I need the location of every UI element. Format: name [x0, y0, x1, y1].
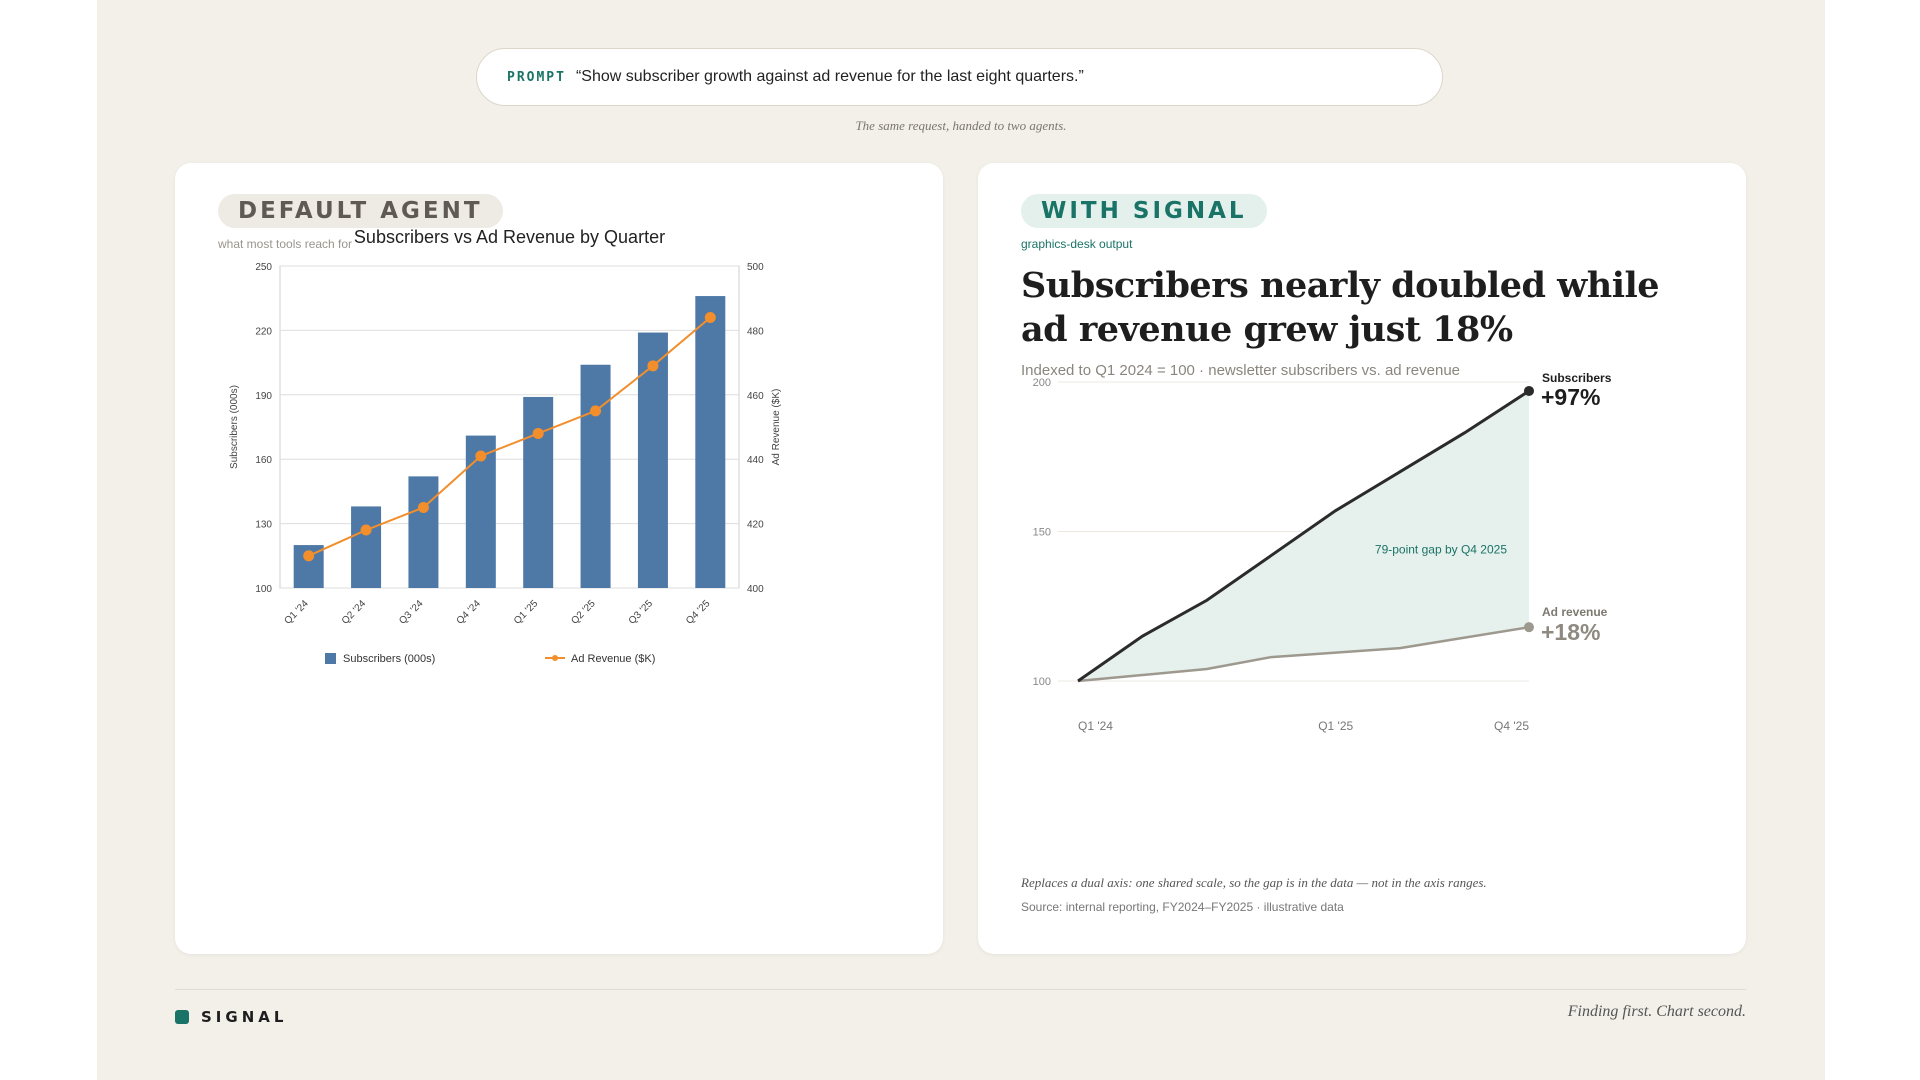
prompt-tag: PROMPT — [507, 69, 566, 85]
subscribers-change: +97% — [1541, 384, 1600, 410]
prompt-caption: The same request, handed to two agents. — [855, 118, 1067, 133]
indexed-line-chart: 100 150 200 Subscribers+97% Ad revenue+18% 79… — [1033, 371, 1612, 733]
revenue-point — [475, 450, 487, 462]
subscriber-bar — [695, 296, 726, 588]
x-tick-label: Q1 '25 — [1318, 719, 1353, 733]
ad-revenue-end-point — [1524, 622, 1534, 633]
y2-tick-label: 480 — [747, 326, 764, 337]
y-tick-label: 160 — [255, 455, 272, 466]
revenue-point — [590, 405, 602, 417]
y2-tick-label: 460 — [747, 391, 764, 402]
y2-tick-label: 500 — [747, 262, 764, 273]
legend-label-subscribers: Subscribers (000s) — [343, 653, 435, 665]
subscriber-bar — [351, 506, 382, 588]
prompt-text: “Show subscriber growth against ad reven… — [575, 68, 1084, 85]
y-tick-label: 190 — [255, 391, 272, 402]
y-tick-label: 130 — [255, 520, 272, 531]
x-tick-label: Q3 '25 — [627, 598, 656, 627]
dual-axis-chart: Subscribers vs Ad Revenue by Quarter 100 1… — [229, 227, 782, 665]
y-axis-label: Subscribers (000s) — [229, 385, 240, 469]
default-agent-card: DEFAULT AGENT what most tools reach for … — [175, 163, 943, 954]
signal-subtitle: graphics-desk output — [1021, 237, 1133, 251]
y-tick-label: 200 — [1033, 377, 1051, 389]
y-tick-label: 100 — [1033, 676, 1051, 688]
brand-name: SIGNAL — [201, 1008, 288, 1026]
subscriber-bar — [580, 364, 611, 588]
signal-card: WITH SIGNAL graphics-desk output Subscri… — [978, 163, 1746, 954]
revenue-point — [417, 502, 429, 513]
y2-tick-label: 440 — [747, 455, 764, 466]
legend-label-revenue: Ad Revenue ($K) — [571, 653, 655, 665]
legend-swatch-revenue-dot — [552, 655, 558, 661]
x-tick-label: Q4 '24 — [455, 598, 484, 627]
chart-source: Source: internal reporting, FY2024–FY202… — [1021, 900, 1344, 914]
x-tick-label: Q1 '24 — [1078, 719, 1113, 733]
chart-headline: Subscribers nearly doubled while ad reve… — [1021, 265, 1660, 350]
tagline: Finding first. Chart second. — [1567, 1003, 1746, 1020]
gap-annotation: 79-point gap by Q4 2025 — [1375, 542, 1507, 556]
footer-divider — [175, 989, 1746, 990]
default-agent-subtitle: what most tools reach for — [218, 237, 353, 251]
chart-title: Subscribers vs Ad Revenue by Quarter — [354, 227, 665, 247]
y2-tick-label: 400 — [747, 584, 764, 595]
x-tick-label: Q2 '25 — [569, 598, 598, 627]
subscriber-bar — [408, 476, 439, 588]
x-tick-label: Q4 '25 — [684, 598, 713, 627]
chart-note: Replaces a dual axis: one shared scale, … — [1021, 875, 1487, 890]
default-agent-pill: DEFAULT AGENT — [218, 194, 503, 228]
chart-dek: Indexed to Q1 2024 = 100 · newsletter su… — [1021, 362, 1461, 379]
x-tick-label: Q1 '25 — [512, 598, 541, 627]
brand-logo-icon — [175, 1010, 189, 1024]
revenue-point — [360, 524, 372, 536]
brand: SIGNAL — [175, 1008, 287, 1026]
legend-swatch-subscribers — [325, 653, 336, 664]
x-tick-label: Q4 '25 — [1494, 719, 1529, 733]
x-tick-label: Q2 '24 — [340, 598, 369, 627]
y2-tick-label: 420 — [747, 520, 764, 531]
y-tick-label: 100 — [255, 584, 272, 595]
revenue-point — [704, 312, 716, 324]
revenue-point — [647, 360, 659, 372]
subscribers-line — [1077, 389, 1530, 683]
x-tick-label: Q3 '24 — [397, 598, 426, 627]
y-tick-label: 220 — [255, 326, 272, 337]
signal-pill: WITH SIGNAL — [1021, 194, 1267, 228]
plot-frame — [279, 265, 740, 589]
subscriber-bar — [637, 332, 668, 588]
prompt-box: PROMPT “Show subscriber growth against a… — [476, 48, 1443, 106]
subscribers-label: Subscribers — [1542, 371, 1612, 385]
subscriber-bar — [523, 396, 554, 588]
subscribers-end-point — [1524, 385, 1534, 396]
ad-revenue-line — [1077, 625, 1530, 683]
page: PROMPT “Show subscriber growth against a… — [97, 0, 1825, 1080]
revenue-line — [308, 316, 711, 557]
revenue-point — [303, 550, 315, 562]
y-tick-label: 250 — [255, 262, 272, 273]
y2-axis-label: Ad Revenue ($K) — [771, 389, 782, 466]
x-tick-label: Q1 '24 — [282, 598, 311, 627]
y-tick-label: 150 — [1033, 527, 1051, 539]
revenue-point — [532, 427, 544, 439]
ad-revenue-label: Ad revenue — [1542, 605, 1608, 619]
ad-revenue-change: +18% — [1541, 619, 1600, 645]
